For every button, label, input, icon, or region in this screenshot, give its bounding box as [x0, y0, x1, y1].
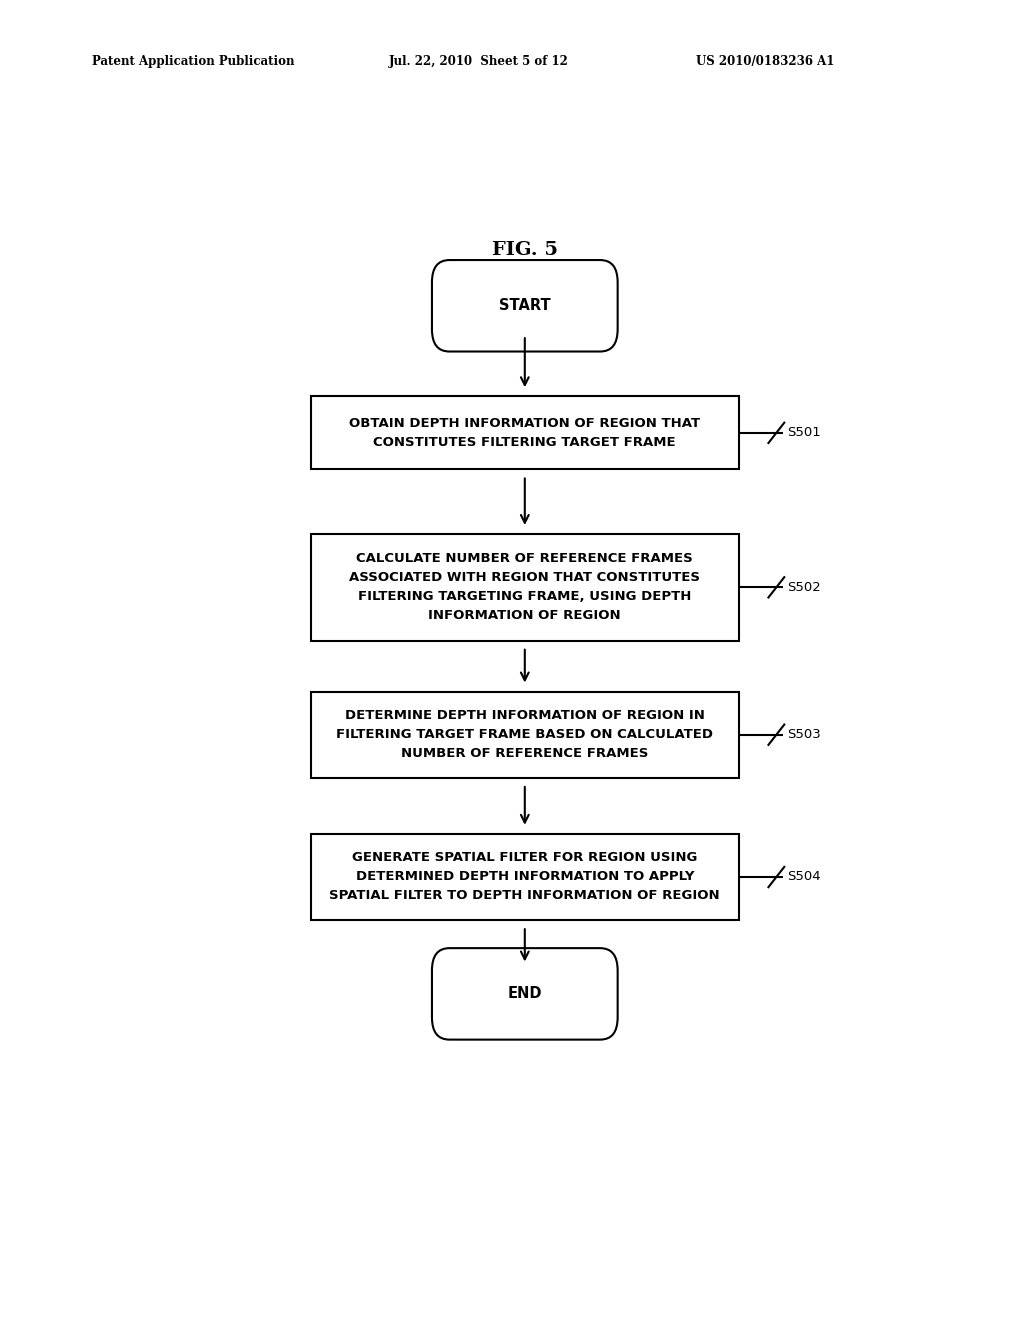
FancyBboxPatch shape: [432, 948, 617, 1040]
FancyBboxPatch shape: [310, 834, 739, 920]
Text: S502: S502: [786, 581, 820, 594]
FancyBboxPatch shape: [310, 396, 739, 470]
Text: OBTAIN DEPTH INFORMATION OF REGION THAT
CONSTITUTES FILTERING TARGET FRAME: OBTAIN DEPTH INFORMATION OF REGION THAT …: [349, 417, 700, 449]
Text: S503: S503: [786, 729, 820, 742]
Text: END: END: [508, 986, 542, 1002]
Text: S501: S501: [786, 426, 820, 440]
Text: GENERATE SPATIAL FILTER FOR REGION USING
DETERMINED DEPTH INFORMATION TO APPLY
S: GENERATE SPATIAL FILTER FOR REGION USING…: [330, 851, 720, 903]
FancyBboxPatch shape: [310, 535, 739, 640]
Text: US 2010/0183236 A1: US 2010/0183236 A1: [696, 55, 835, 69]
Text: FIG. 5: FIG. 5: [492, 240, 558, 259]
Text: Jul. 22, 2010  Sheet 5 of 12: Jul. 22, 2010 Sheet 5 of 12: [389, 55, 569, 69]
Text: CALCULATE NUMBER OF REFERENCE FRAMES
ASSOCIATED WITH REGION THAT CONSTITUTES
FIL: CALCULATE NUMBER OF REFERENCE FRAMES ASS…: [349, 552, 700, 622]
Text: DETERMINE DEPTH INFORMATION OF REGION IN
FILTERING TARGET FRAME BASED ON CALCULA: DETERMINE DEPTH INFORMATION OF REGION IN…: [336, 709, 714, 760]
Text: S504: S504: [786, 870, 820, 883]
FancyBboxPatch shape: [432, 260, 617, 351]
Text: Patent Application Publication: Patent Application Publication: [92, 55, 295, 69]
Text: START: START: [499, 298, 551, 313]
FancyBboxPatch shape: [310, 692, 739, 777]
